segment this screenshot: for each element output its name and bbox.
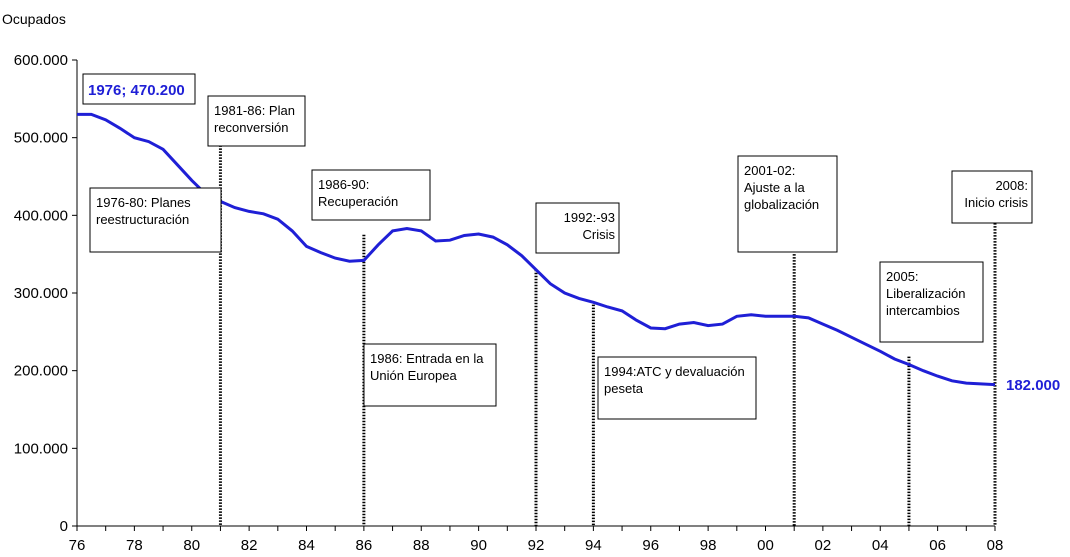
y-tick-label: 300.000 — [14, 285, 68, 302]
annotation-text: reestructuración — [96, 212, 189, 227]
annotation-text: Recuperación — [318, 194, 398, 209]
x-tick-label: 00 — [757, 537, 774, 554]
x-tick-label: 02 — [815, 537, 832, 554]
annotation-text: 1994:ATC y devaluación — [604, 364, 745, 379]
annotation-box — [311, 169, 431, 221]
end-label: 182.000 — [1006, 377, 1060, 394]
x-tick-label: 88 — [413, 537, 430, 554]
annotation-text: 2005: — [886, 269, 919, 284]
annotation-text: globalización — [744, 197, 819, 212]
annotation-text: 1986: Entrada en la — [370, 351, 484, 366]
x-tick-label: 04 — [872, 537, 889, 554]
x-tick-label: 06 — [929, 537, 946, 554]
y-tick-label: 600.000 — [14, 52, 68, 69]
series-line-ocupados — [77, 112, 996, 387]
annotation-box — [737, 155, 838, 253]
y-tick-label: 500.000 — [14, 130, 68, 147]
annotation-text: 2001-02: — [744, 163, 795, 178]
endpoint-labels: 1976; 470.200 182.000 — [82, 73, 1060, 394]
annotation-boxes: 1981-86: Plan reconversión 1976-80: Planes… — [89, 95, 1033, 420]
annotation-text: 2008: — [995, 178, 1028, 193]
y-tick-label: 400.000 — [14, 207, 68, 224]
start-label-box — [82, 73, 196, 105]
start-label: 1976; 470.200 — [88, 82, 185, 99]
annotation-text: peseta — [604, 381, 644, 396]
x-tick-label: 08 — [987, 537, 1004, 554]
annotation-text: reconversión — [214, 120, 288, 135]
annotation-text: Inicio crisis — [964, 195, 1028, 210]
x-tick-label: 80 — [183, 537, 200, 554]
annotation-text: Crisis — [583, 227, 616, 242]
annotation-box — [597, 356, 757, 420]
y-tick-label: 100.000 — [14, 440, 68, 457]
y-axis: 0 100.000 200.000 300.000 400.000 500.000 600.… — [14, 52, 78, 535]
y-axis-title: Ocupados — [2, 11, 66, 27]
annotation-text: 1992:-93 — [564, 210, 615, 225]
x-tick-label: 76 — [69, 537, 86, 554]
annotation-box — [535, 202, 620, 254]
annotation-text: Liberalización — [886, 286, 966, 301]
annotation-text: 1981-86: Plan — [214, 103, 295, 118]
x-axis: 76 78 80 82 84 86 88 90 92 94 96 98 00 02 04 06 08 — [69, 525, 1004, 554]
annotation-text: 1986-90: — [318, 177, 369, 192]
x-tick-label: 78 — [126, 537, 143, 554]
annotation-box — [89, 187, 222, 253]
x-tick-label: 84 — [298, 537, 315, 554]
x-tick-label: 92 — [528, 537, 545, 554]
x-tick-label: 86 — [356, 537, 373, 554]
x-tick-label: 90 — [470, 537, 487, 554]
x-tick-label: 94 — [585, 537, 602, 554]
annotation-text: Ajuste a la — [744, 180, 805, 195]
y-tick-label: 200.000 — [14, 363, 68, 380]
y-tick-label: 0 — [60, 518, 68, 535]
x-tick-label: 82 — [241, 537, 258, 554]
annotation-text: Unión Europea — [370, 368, 457, 383]
annotation-box — [363, 343, 497, 407]
annotation-box — [951, 170, 1033, 224]
annotation-box — [207, 95, 306, 147]
x-tick-label: 98 — [700, 537, 717, 554]
annotation-text: intercambios — [886, 303, 960, 318]
x-tick-label: 96 — [642, 537, 659, 554]
annotation-text: 1976-80: Planes — [96, 195, 191, 210]
annotation-box — [879, 261, 984, 343]
